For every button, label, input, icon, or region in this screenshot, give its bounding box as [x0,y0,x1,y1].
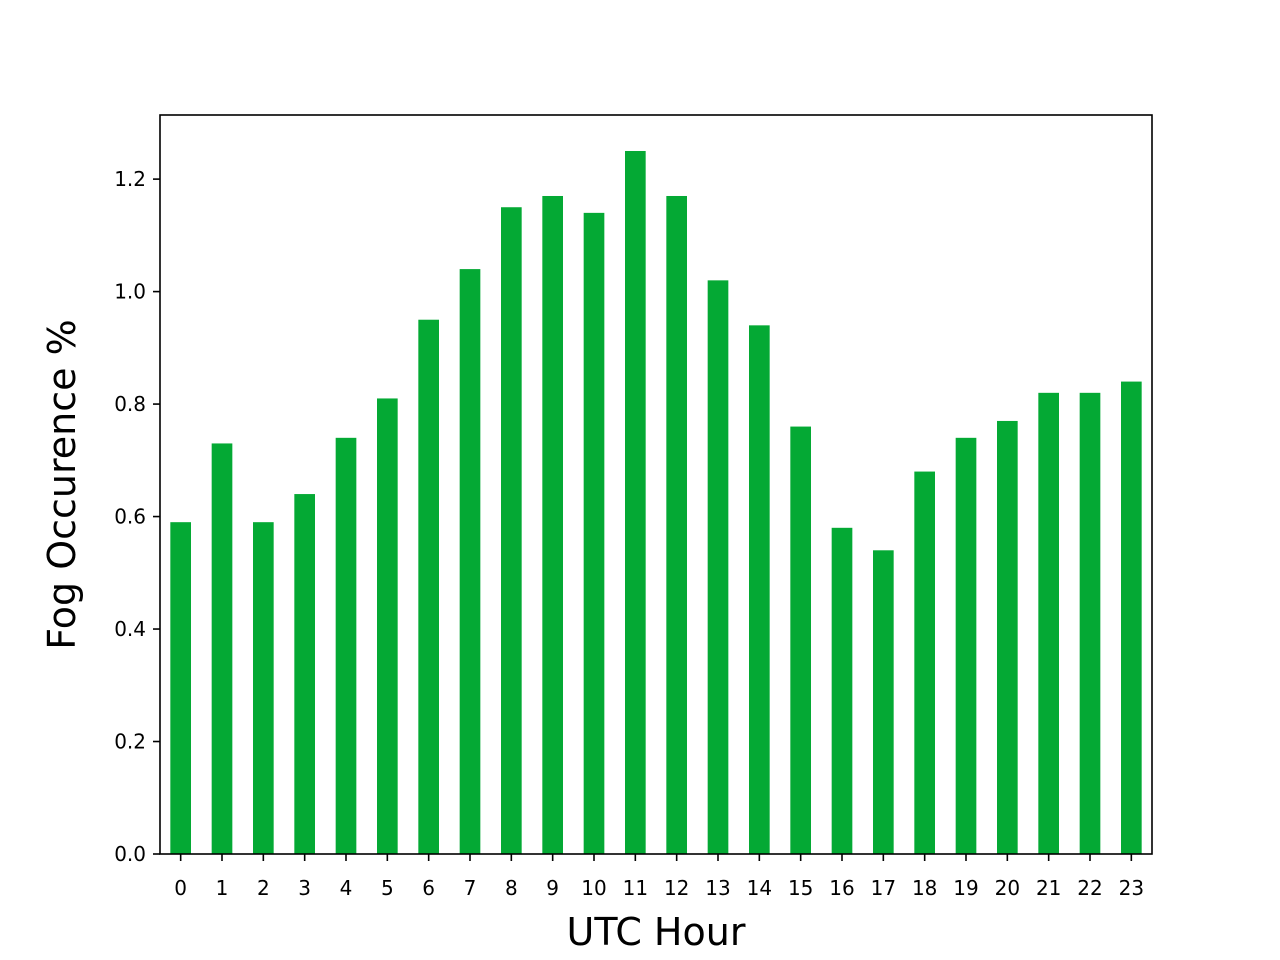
bar-hour-1 [211,443,233,854]
x-tick-label: 16 [829,876,854,900]
bars-group [170,150,1142,855]
y-tick-label: 0.8 [114,392,146,416]
x-tick-label: 11 [623,876,648,900]
bar-hour-22 [1079,392,1101,854]
bar-hour-11 [625,150,646,855]
y-tick-label: 0.6 [114,505,146,529]
y-axis-ticks: 0.0 0.2 0.4 0.6 0.8 1.0 1.2 [114,167,160,866]
bar-hour-15 [790,426,811,854]
x-tick-label: 9 [546,876,559,900]
bar-hour-20 [997,420,1018,854]
y-tick-label: 0.4 [114,617,146,641]
bar-hour-13 [707,280,729,855]
bar-hour-0 [170,522,191,854]
x-tick-label: 6 [422,876,435,900]
x-tick-label: 4 [340,876,353,900]
x-tick-label: 3 [298,876,311,900]
y-axis-title: Fog Occurence % [40,319,84,649]
plot-frame [159,114,1153,855]
bar-hour-9 [542,195,563,855]
x-tick-label: 17 [871,876,896,900]
x-tick-label: 7 [464,876,477,900]
bar-hour-2 [253,522,274,854]
y-tick-label: 1.0 [114,280,146,304]
y-tick-label: 0.0 [114,842,146,866]
x-tick-label: 8 [505,876,518,900]
x-tick-label: 1 [216,876,229,900]
x-tick-label: 2 [257,876,270,900]
bar-hour-19 [955,437,977,854]
x-axis-ticks: 0 1 2 3 4 5 6 7 8 9 10 11 12 13 14 15 16 17 18 19 20 21 22 23 [174,854,1144,900]
x-tick-label: 0 [174,876,187,900]
x-tick-label: 18 [912,876,937,900]
x-tick-label: 5 [381,876,394,900]
bar-hour-18 [914,471,935,854]
x-tick-label: 22 [1077,876,1102,900]
bar-hour-17 [873,550,894,854]
bar-hour-3 [294,494,315,854]
bar-hour-12 [666,195,687,855]
x-tick-label: 10 [581,876,606,900]
x-tick-label: 23 [1119,876,1144,900]
x-tick-label: 14 [747,876,772,900]
x-tick-label: 13 [705,876,730,900]
x-axis-title: UTC Hour [567,910,746,954]
bar-hour-10 [583,212,605,855]
y-tick-label: 0.2 [114,730,146,754]
y-tick-label: 1.2 [114,167,146,191]
bar-hour-21 [1038,392,1059,854]
bar-hour-23 [1121,381,1142,854]
bar-hour-8 [501,207,522,855]
x-tick-label: 20 [995,876,1020,900]
x-tick-label: 12 [664,876,689,900]
bar-hour-5 [377,398,398,854]
x-tick-label: 15 [788,876,813,900]
bar-hour-16 [831,527,853,854]
bar-hour-6 [418,319,439,855]
x-tick-label: 19 [953,876,978,900]
bar-hour-4 [335,437,357,854]
bar-hour-14 [749,325,770,855]
bar-hour-7 [459,269,481,855]
x-tick-label: 21 [1036,876,1061,900]
